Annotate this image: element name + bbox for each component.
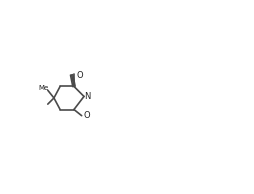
Text: O: O (76, 71, 83, 80)
Text: N: N (84, 92, 90, 101)
Text: O: O (84, 111, 90, 120)
Text: Me: Me (38, 85, 48, 91)
